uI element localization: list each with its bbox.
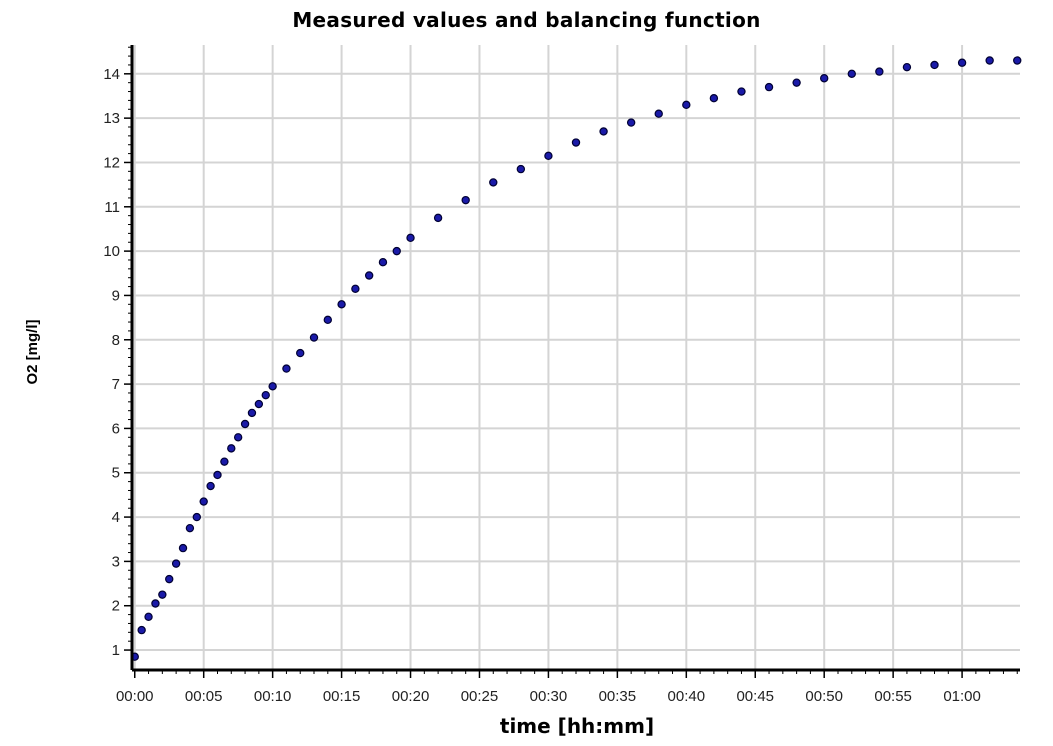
y-tick-label: 11 xyxy=(104,199,120,216)
data-point xyxy=(654,109,663,118)
y-tick-label: 13 xyxy=(103,110,120,127)
data-point xyxy=(351,284,360,293)
y-tick-label: 4 xyxy=(112,509,120,526)
data-point xyxy=(544,151,553,161)
x-tick-label: 00:15 xyxy=(323,688,361,705)
data-point xyxy=(227,444,236,453)
data-point xyxy=(192,512,202,522)
data-point xyxy=(682,100,691,110)
y-tick-label: 1 xyxy=(112,642,120,659)
y-tick-label: 9 xyxy=(112,287,120,304)
y-axis-label: O2 [mg/l] xyxy=(24,319,41,384)
data-point xyxy=(213,470,222,480)
data-point xyxy=(392,246,401,256)
data-point xyxy=(599,127,608,136)
data-point xyxy=(378,258,388,267)
y-tick-label: 2 xyxy=(112,598,120,615)
data-point xyxy=(240,419,250,429)
x-tick-label: 00:45 xyxy=(736,688,774,705)
y-tick-label: 5 xyxy=(112,465,120,482)
data-point xyxy=(206,481,215,491)
data-point xyxy=(957,58,967,67)
data-point xyxy=(792,78,801,87)
data-point xyxy=(268,382,277,391)
x-tick-label: 01:00 xyxy=(943,688,981,705)
data-point xyxy=(461,195,470,205)
data-point xyxy=(626,118,636,127)
x-tick-label: 00:55 xyxy=(874,688,912,705)
chart-title: Measured values and balancing function xyxy=(292,8,761,32)
data-point xyxy=(296,348,305,358)
data-point xyxy=(282,364,291,373)
data-point xyxy=(820,74,829,83)
data-point xyxy=(261,390,270,400)
data-point xyxy=(709,93,719,103)
data-point xyxy=(902,62,912,72)
data-point xyxy=(764,82,774,92)
x-axis-label: time [hh:mm] xyxy=(500,714,654,738)
data-point xyxy=(165,574,174,584)
data-points xyxy=(130,56,1022,661)
data-point xyxy=(144,612,153,622)
x-tick-label: 00:40 xyxy=(668,688,706,705)
y-tick-label: 14 xyxy=(103,66,120,83)
data-point xyxy=(323,315,332,325)
x-tick-label: 00:50 xyxy=(805,688,843,705)
data-point xyxy=(364,271,374,280)
data-point xyxy=(254,399,264,409)
axes xyxy=(130,45,1020,672)
data-point xyxy=(875,67,884,76)
x-tick-label: 00:30 xyxy=(530,688,568,705)
y-tick-label: 12 xyxy=(103,154,120,171)
data-point xyxy=(489,178,498,187)
data-point xyxy=(137,625,146,635)
data-point xyxy=(337,300,346,309)
data-point xyxy=(220,457,229,466)
y-tick-label: 6 xyxy=(112,420,120,437)
grid xyxy=(132,45,1020,670)
data-point xyxy=(233,433,243,442)
x-tick-label: 00:35 xyxy=(599,688,637,705)
data-point xyxy=(737,87,746,96)
data-point xyxy=(178,543,188,553)
y-tick-label: 3 xyxy=(112,553,120,570)
data-point xyxy=(1013,56,1022,65)
x-tick-label: 00:25 xyxy=(461,688,499,705)
data-point xyxy=(571,138,581,147)
y-tick-label: 10 xyxy=(103,243,120,260)
data-point xyxy=(847,69,856,79)
data-point xyxy=(158,590,167,599)
y-tick-label: 8 xyxy=(112,332,120,349)
y-tick-label: 7 xyxy=(112,376,120,393)
x-tick-label: 00:10 xyxy=(254,688,292,705)
data-point xyxy=(406,233,415,243)
x-tick-label: 00:00 xyxy=(116,688,154,705)
data-point xyxy=(309,333,319,342)
x-tick-label: 00:05 xyxy=(185,688,223,705)
data-point xyxy=(433,213,443,223)
x-tick-label: 00:20 xyxy=(392,688,430,705)
data-point xyxy=(930,60,939,70)
data-point xyxy=(985,56,994,65)
data-point xyxy=(185,523,195,533)
data-point xyxy=(247,408,257,418)
data-point xyxy=(151,599,160,608)
data-point xyxy=(199,497,208,506)
data-point xyxy=(516,164,526,174)
data-point xyxy=(171,559,181,568)
